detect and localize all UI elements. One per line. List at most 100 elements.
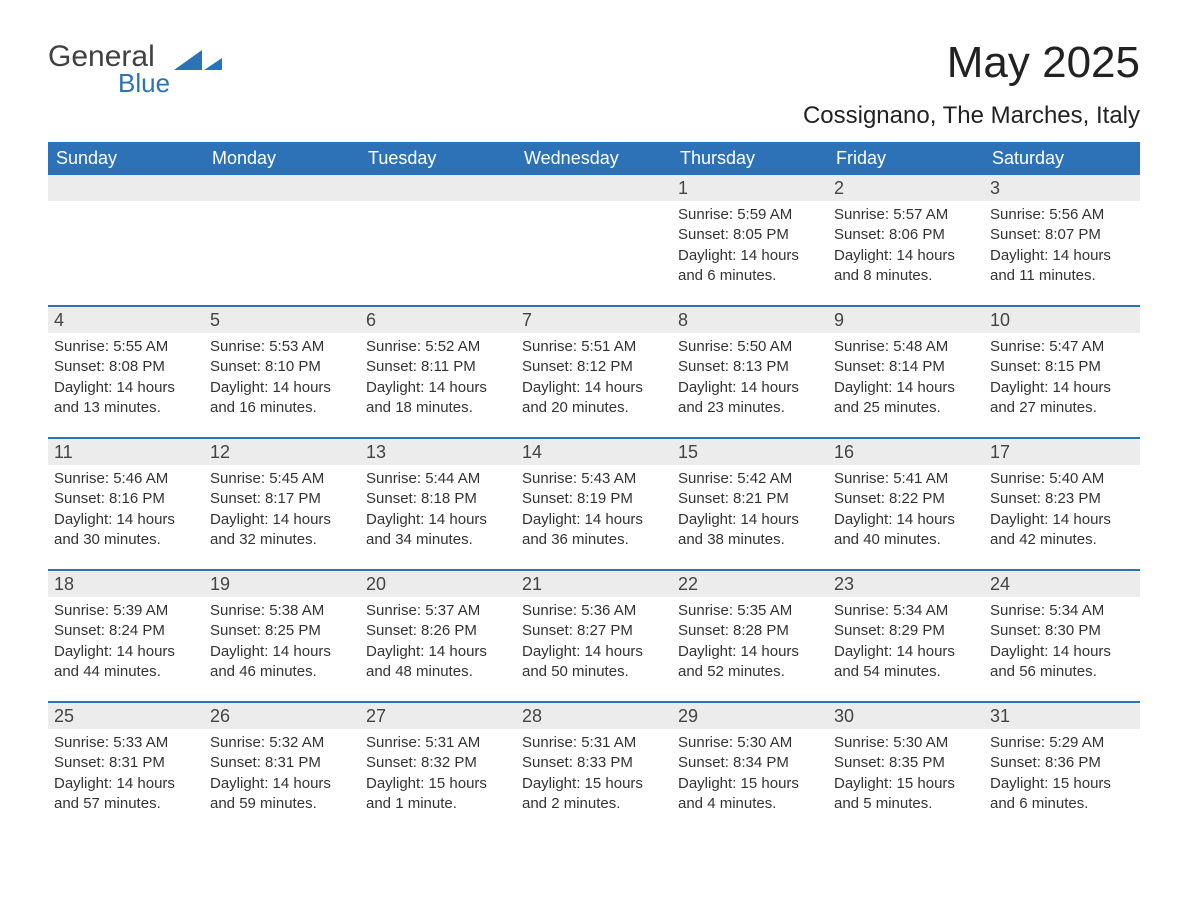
day-number: 6 xyxy=(360,307,516,333)
sunrise-text: Sunrise: 5:29 AM xyxy=(990,733,1134,753)
day-cell xyxy=(48,175,204,305)
dow-saturday: Saturday xyxy=(984,142,1140,175)
day-number: 22 xyxy=(672,571,828,597)
day-number: 27 xyxy=(360,703,516,729)
day-number: 3 xyxy=(984,175,1140,201)
dow-tuesday: Tuesday xyxy=(360,142,516,175)
sunset-text: Sunset: 8:27 PM xyxy=(522,621,666,641)
day-of-week-header-row: Sunday Monday Tuesday Wednesday Thursday… xyxy=(48,142,1140,175)
sunset-text: Sunset: 8:31 PM xyxy=(54,753,198,773)
daylight-text: Daylight: 14 hours and 23 minutes. xyxy=(678,378,822,419)
sunrise-text: Sunrise: 5:30 AM xyxy=(678,733,822,753)
daylight-text: Daylight: 15 hours and 6 minutes. xyxy=(990,774,1134,815)
daylight-text: Daylight: 14 hours and 32 minutes. xyxy=(210,510,354,551)
daylight-text: Daylight: 14 hours and 56 minutes. xyxy=(990,642,1134,683)
sunrise-text: Sunrise: 5:56 AM xyxy=(990,205,1134,225)
day-details: Sunrise: 5:30 AMSunset: 8:35 PMDaylight:… xyxy=(828,729,984,822)
day-number: 8 xyxy=(672,307,828,333)
week-row: 4Sunrise: 5:55 AMSunset: 8:08 PMDaylight… xyxy=(48,305,1140,437)
daylight-text: Daylight: 14 hours and 52 minutes. xyxy=(678,642,822,683)
day-cell: 19Sunrise: 5:38 AMSunset: 8:25 PMDayligh… xyxy=(204,571,360,701)
week-row: 18Sunrise: 5:39 AMSunset: 8:24 PMDayligh… xyxy=(48,569,1140,701)
daylight-text: Daylight: 14 hours and 8 minutes. xyxy=(834,246,978,287)
day-cell: 21Sunrise: 5:36 AMSunset: 8:27 PMDayligh… xyxy=(516,571,672,701)
day-cell: 28Sunrise: 5:31 AMSunset: 8:33 PMDayligh… xyxy=(516,703,672,833)
day-number: 21 xyxy=(516,571,672,597)
day-number: 20 xyxy=(360,571,516,597)
day-cell: 7Sunrise: 5:51 AMSunset: 8:12 PMDaylight… xyxy=(516,307,672,437)
sunset-text: Sunset: 8:30 PM xyxy=(990,621,1134,641)
day-number: 26 xyxy=(204,703,360,729)
daylight-text: Daylight: 14 hours and 16 minutes. xyxy=(210,378,354,419)
day-number: 7 xyxy=(516,307,672,333)
sunset-text: Sunset: 8:35 PM xyxy=(834,753,978,773)
day-cell: 24Sunrise: 5:34 AMSunset: 8:30 PMDayligh… xyxy=(984,571,1140,701)
sunset-text: Sunset: 8:14 PM xyxy=(834,357,978,377)
logo-blue-text: Blue xyxy=(118,70,170,96)
day-details: Sunrise: 5:39 AMSunset: 8:24 PMDaylight:… xyxy=(48,597,204,690)
day-details: Sunrise: 5:47 AMSunset: 8:15 PMDaylight:… xyxy=(984,333,1140,426)
location-subtitle: Cossignano, The Marches, Italy xyxy=(803,102,1140,130)
daylight-text: Daylight: 14 hours and 38 minutes. xyxy=(678,510,822,551)
day-cell xyxy=(360,175,516,305)
day-cell xyxy=(516,175,672,305)
weeks-container: 1Sunrise: 5:59 AMSunset: 8:05 PMDaylight… xyxy=(48,175,1140,833)
day-number xyxy=(204,175,360,201)
day-number xyxy=(48,175,204,201)
day-cell: 14Sunrise: 5:43 AMSunset: 8:19 PMDayligh… xyxy=(516,439,672,569)
day-number: 1 xyxy=(672,175,828,201)
day-cell: 13Sunrise: 5:44 AMSunset: 8:18 PMDayligh… xyxy=(360,439,516,569)
day-details: Sunrise: 5:46 AMSunset: 8:16 PMDaylight:… xyxy=(48,465,204,558)
logo-block: General Blue xyxy=(48,28,222,96)
day-details: Sunrise: 5:59 AMSunset: 8:05 PMDaylight:… xyxy=(672,201,828,294)
day-cell: 22Sunrise: 5:35 AMSunset: 8:28 PMDayligh… xyxy=(672,571,828,701)
day-details: Sunrise: 5:52 AMSunset: 8:11 PMDaylight:… xyxy=(360,333,516,426)
sunrise-text: Sunrise: 5:41 AM xyxy=(834,469,978,489)
sunset-text: Sunset: 8:18 PM xyxy=(366,489,510,509)
sunrise-text: Sunrise: 5:34 AM xyxy=(990,601,1134,621)
week-row: 1Sunrise: 5:59 AMSunset: 8:05 PMDaylight… xyxy=(48,175,1140,305)
day-details: Sunrise: 5:50 AMSunset: 8:13 PMDaylight:… xyxy=(672,333,828,426)
dow-thursday: Thursday xyxy=(672,142,828,175)
day-details: Sunrise: 5:33 AMSunset: 8:31 PMDaylight:… xyxy=(48,729,204,822)
daylight-text: Daylight: 14 hours and 44 minutes. xyxy=(54,642,198,683)
sunrise-text: Sunrise: 5:31 AM xyxy=(366,733,510,753)
day-cell: 25Sunrise: 5:33 AMSunset: 8:31 PMDayligh… xyxy=(48,703,204,833)
day-cell: 18Sunrise: 5:39 AMSunset: 8:24 PMDayligh… xyxy=(48,571,204,701)
day-number: 14 xyxy=(516,439,672,465)
daylight-text: Daylight: 14 hours and 18 minutes. xyxy=(366,378,510,419)
week-row: 25Sunrise: 5:33 AMSunset: 8:31 PMDayligh… xyxy=(48,701,1140,833)
day-number: 12 xyxy=(204,439,360,465)
sunset-text: Sunset: 8:23 PM xyxy=(990,489,1134,509)
day-details: Sunrise: 5:53 AMSunset: 8:10 PMDaylight:… xyxy=(204,333,360,426)
day-details: Sunrise: 5:55 AMSunset: 8:08 PMDaylight:… xyxy=(48,333,204,426)
daylight-text: Daylight: 14 hours and 42 minutes. xyxy=(990,510,1134,551)
sunset-text: Sunset: 8:33 PM xyxy=(522,753,666,773)
day-number: 19 xyxy=(204,571,360,597)
day-details: Sunrise: 5:57 AMSunset: 8:06 PMDaylight:… xyxy=(828,201,984,294)
day-number: 9 xyxy=(828,307,984,333)
dow-friday: Friday xyxy=(828,142,984,175)
day-cell: 17Sunrise: 5:40 AMSunset: 8:23 PMDayligh… xyxy=(984,439,1140,569)
day-details: Sunrise: 5:44 AMSunset: 8:18 PMDaylight:… xyxy=(360,465,516,558)
day-details: Sunrise: 5:34 AMSunset: 8:29 PMDaylight:… xyxy=(828,597,984,690)
daylight-text: Daylight: 15 hours and 4 minutes. xyxy=(678,774,822,815)
sunset-text: Sunset: 8:05 PM xyxy=(678,225,822,245)
daylight-text: Daylight: 14 hours and 20 minutes. xyxy=(522,378,666,419)
daylight-text: Daylight: 14 hours and 59 minutes. xyxy=(210,774,354,815)
day-number: 30 xyxy=(828,703,984,729)
day-number: 23 xyxy=(828,571,984,597)
sunrise-text: Sunrise: 5:53 AM xyxy=(210,337,354,357)
sunset-text: Sunset: 8:06 PM xyxy=(834,225,978,245)
day-cell: 6Sunrise: 5:52 AMSunset: 8:11 PMDaylight… xyxy=(360,307,516,437)
daylight-text: Daylight: 14 hours and 54 minutes. xyxy=(834,642,978,683)
day-details: Sunrise: 5:40 AMSunset: 8:23 PMDaylight:… xyxy=(984,465,1140,558)
sunset-text: Sunset: 8:22 PM xyxy=(834,489,978,509)
daylight-text: Daylight: 15 hours and 2 minutes. xyxy=(522,774,666,815)
sunrise-text: Sunrise: 5:52 AM xyxy=(366,337,510,357)
sunrise-text: Sunrise: 5:38 AM xyxy=(210,601,354,621)
day-cell: 3Sunrise: 5:56 AMSunset: 8:07 PMDaylight… xyxy=(984,175,1140,305)
daylight-text: Daylight: 14 hours and 27 minutes. xyxy=(990,378,1134,419)
day-cell: 1Sunrise: 5:59 AMSunset: 8:05 PMDaylight… xyxy=(672,175,828,305)
week-row: 11Sunrise: 5:46 AMSunset: 8:16 PMDayligh… xyxy=(48,437,1140,569)
